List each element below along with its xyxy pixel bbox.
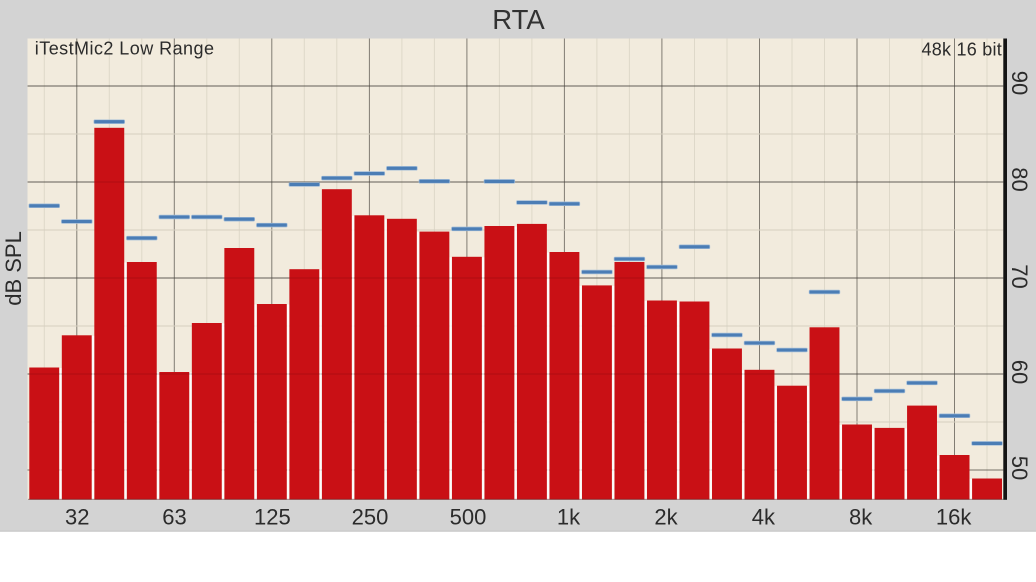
svg-text:70: 70 xyxy=(1007,264,1032,288)
svg-text:32: 32 xyxy=(65,505,89,530)
svg-text:90: 90 xyxy=(1007,71,1032,95)
svg-text:dB SPL: dB SPL xyxy=(1,231,26,306)
svg-text:250: 250 xyxy=(352,505,389,530)
svg-text:iTestMic2 Low Range: iTestMic2 Low Range xyxy=(35,39,215,59)
svg-text:8k: 8k xyxy=(849,505,873,530)
svg-text:60: 60 xyxy=(1007,360,1032,384)
svg-text:80: 80 xyxy=(1007,167,1032,191)
svg-text:2k: 2k xyxy=(654,505,678,530)
svg-text:48k 16 bit: 48k 16 bit xyxy=(921,39,1002,59)
svg-text:4k: 4k xyxy=(752,505,776,530)
svg-text:50: 50 xyxy=(1007,456,1032,480)
svg-text:1k: 1k xyxy=(557,505,581,530)
svg-text:63: 63 xyxy=(162,505,186,530)
svg-text:RTA: RTA xyxy=(492,4,545,35)
svg-text:125: 125 xyxy=(254,505,291,530)
svg-text:16k: 16k xyxy=(936,505,972,530)
svg-text:500: 500 xyxy=(450,505,487,530)
